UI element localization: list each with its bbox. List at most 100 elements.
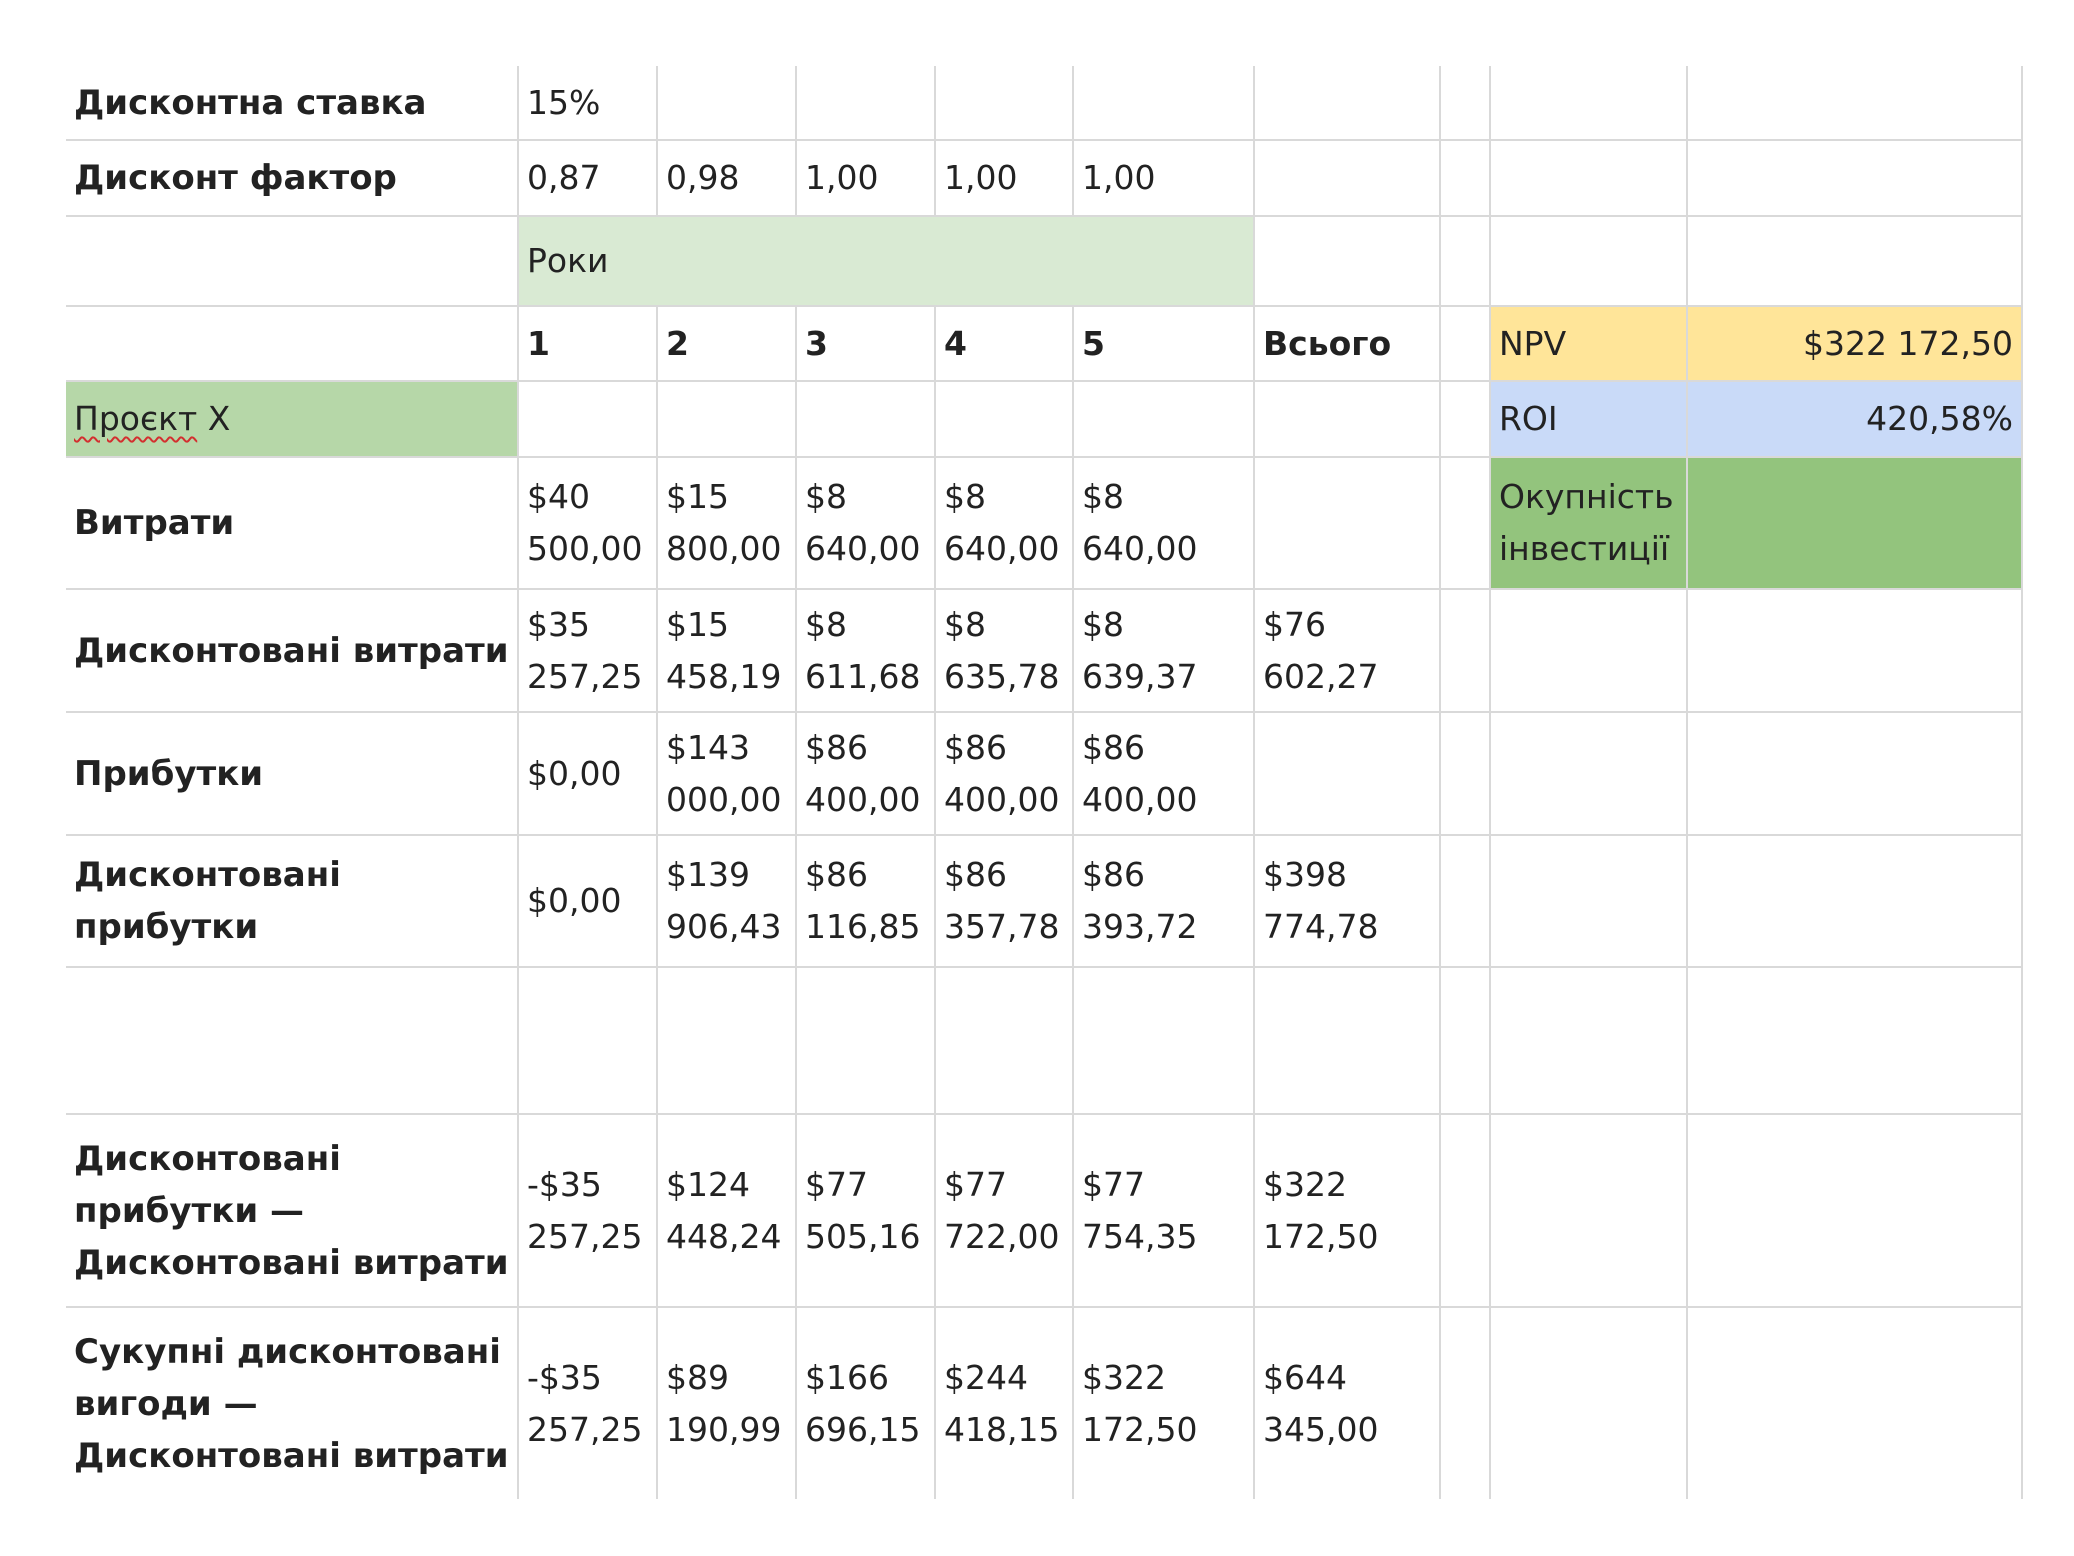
cell[interactable] (1440, 1307, 1491, 1499)
cell-costs-year-5[interactable]: $8 640,00 (1073, 457, 1255, 590)
cell[interactable] (657, 66, 797, 141)
cell-discounted-revenue-year-3[interactable]: $86 116,85 (796, 835, 936, 968)
cell-costs-year-2[interactable]: $15 800,00 (657, 457, 797, 590)
cell[interactable] (1440, 589, 1491, 713)
cell-discount-rate-value[interactable]: 15% (518, 66, 658, 141)
total-header[interactable]: Всього (1254, 306, 1441, 382)
cell[interactable] (935, 66, 1074, 141)
cell[interactable] (1687, 140, 2023, 217)
row-label-discount-factor[interactable]: Дисконт фактор (66, 140, 519, 217)
cell-cumulative-year-1[interactable]: -$35 257,25 (518, 1307, 658, 1499)
cell[interactable] (935, 967, 1074, 1115)
cell-cumulative-year-3[interactable]: $166 696,15 (796, 1307, 936, 1499)
row-label-cumulative-benefits[interactable]: Сукупні дисконтовані вигоди — Дисконтова… (66, 1307, 519, 1499)
cell[interactable] (1440, 967, 1491, 1115)
cell[interactable] (1440, 712, 1491, 836)
cell[interactable] (518, 381, 658, 458)
cell-discounted-revenue-total[interactable]: $398 774,78 (1254, 835, 1441, 968)
cell[interactable] (1440, 835, 1491, 968)
row-label-revenue[interactable]: Прибутки (66, 712, 519, 836)
cell-revenue-year-5[interactable]: $86 400,00 (1073, 712, 1255, 836)
cell-cumulative-year-2[interactable]: $89 190,99 (657, 1307, 797, 1499)
cell[interactable] (1687, 712, 2023, 836)
cell-net-discounted-total[interactable]: $322 172,50 (1254, 1114, 1441, 1308)
cell[interactable] (1490, 835, 1688, 968)
cell[interactable] (1490, 1114, 1688, 1308)
cell[interactable] (1687, 589, 2023, 713)
cell[interactable] (1440, 140, 1491, 217)
row-label-net-discounted[interactable]: Дисконтовані прибутки — Дисконтовані вит… (66, 1114, 519, 1308)
cell[interactable] (1440, 1114, 1491, 1308)
cell[interactable] (796, 967, 936, 1115)
cell-discount-factor-year-2[interactable]: 0,98 (657, 140, 797, 217)
cell-discounted-costs-total[interactable]: $76 602,27 (1254, 589, 1441, 713)
cell[interactable] (657, 381, 797, 458)
cell-revenue-year-4[interactable]: $86 400,00 (935, 712, 1074, 836)
cell-discounted-costs-year-5[interactable]: $8 639,37 (1073, 589, 1255, 713)
cell[interactable] (1687, 1114, 2023, 1308)
cell[interactable] (1490, 1307, 1688, 1499)
payback-label[interactable]: Окупність інвестиції (1490, 457, 1688, 590)
cell[interactable] (796, 66, 936, 141)
cell[interactable] (935, 381, 1074, 458)
cell[interactable] (1073, 967, 1255, 1115)
cell-discounted-revenue-year-5[interactable]: $86 393,72 (1073, 835, 1255, 968)
cell-discounted-costs-year-4[interactable]: $8 635,78 (935, 589, 1074, 713)
cell[interactable] (1254, 967, 1441, 1115)
cell-revenue-total[interactable] (1254, 712, 1441, 836)
cell-costs-year-1[interactable]: $40 500,00 (518, 457, 658, 590)
cell-discounted-costs-year-2[interactable]: $15 458,19 (657, 589, 797, 713)
year-header-4[interactable]: 4 (935, 306, 1074, 382)
cell[interactable] (1490, 216, 1688, 307)
cell-costs-year-4[interactable]: $8 640,00 (935, 457, 1074, 590)
cell-revenue-year-3[interactable]: $86 400,00 (796, 712, 936, 836)
cell[interactable] (1440, 457, 1491, 590)
cell[interactable] (1440, 381, 1491, 458)
cell-discount-factor-year-1[interactable]: 0,87 (518, 140, 658, 217)
cell-discount-factor-year-4[interactable]: 1,00 (935, 140, 1074, 217)
cell[interactable] (1440, 216, 1491, 307)
cell-net-discounted-year-1[interactable]: -$35 257,25 (518, 1114, 658, 1308)
project-name-cell[interactable]: Проєкт X (66, 381, 519, 458)
cell[interactable] (1254, 140, 1441, 217)
cell[interactable] (1490, 967, 1688, 1115)
cell-net-discounted-year-5[interactable]: $77 754,35 (1073, 1114, 1255, 1308)
cell[interactable] (66, 306, 519, 382)
cell[interactable] (1490, 140, 1688, 217)
cell[interactable] (1490, 712, 1688, 836)
row-label-discounted-costs[interactable]: Дисконтовані витрати (66, 589, 519, 713)
cell[interactable] (1687, 66, 2023, 141)
cell[interactable] (796, 381, 936, 458)
cell[interactable] (1490, 66, 1688, 141)
row-label-costs[interactable]: Витрати (66, 457, 519, 590)
cell-discounted-revenue-year-1[interactable]: $0,00 (518, 835, 658, 968)
cell-costs-total[interactable] (1254, 457, 1441, 590)
cell[interactable] (1073, 66, 1255, 141)
cell[interactable] (1687, 967, 2023, 1115)
cell[interactable] (1440, 306, 1491, 382)
cell-cumulative-year-5[interactable]: $322 172,50 (1073, 1307, 1255, 1499)
cell-net-discounted-year-2[interactable]: $124 448,24 (657, 1114, 797, 1308)
cell-discounted-revenue-year-2[interactable]: $139 906,43 (657, 835, 797, 968)
cell[interactable] (66, 216, 519, 307)
npv-value[interactable]: $322 172,50 (1687, 306, 2023, 382)
year-header-1[interactable]: 1 (518, 306, 658, 382)
cell[interactable] (1073, 381, 1255, 458)
cell-discounted-costs-year-1[interactable]: $35 257,25 (518, 589, 658, 713)
cell-cumulative-total[interactable]: $644 345,00 (1254, 1307, 1441, 1499)
cell-discounted-costs-year-3[interactable]: $8 611,68 (796, 589, 936, 713)
cell-revenue-year-2[interactable]: $143 000,00 (657, 712, 797, 836)
cell[interactable] (66, 967, 519, 1115)
cell[interactable] (518, 967, 658, 1115)
year-header-5[interactable]: 5 (1073, 306, 1255, 382)
roi-value[interactable]: 420,58% (1687, 381, 2023, 458)
npv-label[interactable]: NPV (1490, 306, 1688, 382)
years-header-merged-cell[interactable]: Роки (518, 216, 1255, 307)
row-label-discounted-revenue[interactable]: Дисконтовані прибутки (66, 835, 519, 968)
cell[interactable] (1254, 381, 1441, 458)
payback-value[interactable] (1687, 457, 2023, 590)
cell-discounted-revenue-year-4[interactable]: $86 357,78 (935, 835, 1074, 968)
cell-discount-factor-year-3[interactable]: 1,00 (796, 140, 936, 217)
roi-label[interactable]: ROI (1490, 381, 1688, 458)
cell-discount-factor-year-5[interactable]: 1,00 (1073, 140, 1255, 217)
